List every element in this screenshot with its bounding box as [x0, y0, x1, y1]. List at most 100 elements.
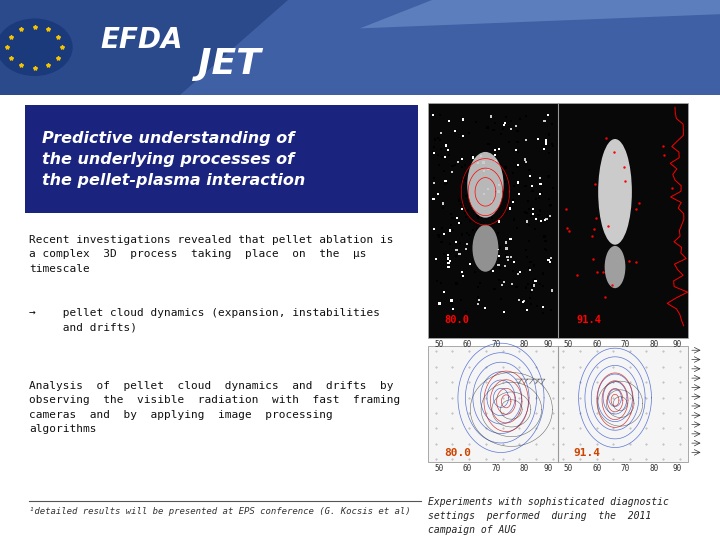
FancyBboxPatch shape — [498, 232, 500, 234]
FancyBboxPatch shape — [526, 256, 528, 258]
FancyBboxPatch shape — [536, 305, 538, 307]
FancyBboxPatch shape — [535, 198, 537, 200]
FancyBboxPatch shape — [545, 249, 547, 251]
FancyBboxPatch shape — [518, 118, 521, 120]
FancyBboxPatch shape — [512, 199, 514, 201]
FancyBboxPatch shape — [433, 198, 435, 200]
FancyBboxPatch shape — [446, 182, 449, 184]
FancyBboxPatch shape — [530, 303, 532, 305]
FancyBboxPatch shape — [539, 193, 541, 195]
FancyBboxPatch shape — [505, 254, 507, 256]
FancyBboxPatch shape — [486, 126, 488, 129]
FancyBboxPatch shape — [529, 269, 531, 271]
FancyBboxPatch shape — [547, 215, 549, 217]
FancyBboxPatch shape — [484, 307, 486, 309]
FancyBboxPatch shape — [543, 148, 545, 150]
FancyBboxPatch shape — [448, 154, 450, 156]
FancyBboxPatch shape — [498, 279, 500, 281]
FancyBboxPatch shape — [451, 165, 454, 167]
FancyBboxPatch shape — [551, 143, 553, 145]
FancyBboxPatch shape — [502, 128, 504, 130]
FancyBboxPatch shape — [469, 219, 472, 221]
FancyBboxPatch shape — [472, 157, 474, 159]
FancyBboxPatch shape — [530, 291, 532, 293]
FancyBboxPatch shape — [539, 283, 541, 285]
Text: 80.0: 80.0 — [444, 315, 469, 326]
FancyBboxPatch shape — [487, 161, 490, 163]
FancyBboxPatch shape — [503, 310, 505, 313]
Text: 60: 60 — [463, 464, 472, 474]
FancyBboxPatch shape — [464, 164, 466, 166]
FancyBboxPatch shape — [487, 168, 490, 171]
FancyBboxPatch shape — [492, 270, 494, 272]
FancyBboxPatch shape — [529, 169, 531, 171]
FancyBboxPatch shape — [484, 210, 486, 212]
FancyBboxPatch shape — [433, 146, 436, 148]
FancyBboxPatch shape — [461, 166, 463, 168]
Text: 90: 90 — [672, 340, 682, 349]
FancyBboxPatch shape — [511, 282, 513, 285]
FancyBboxPatch shape — [539, 183, 541, 185]
FancyBboxPatch shape — [523, 300, 525, 302]
FancyBboxPatch shape — [551, 289, 553, 292]
FancyBboxPatch shape — [506, 256, 508, 258]
FancyBboxPatch shape — [459, 197, 462, 199]
FancyBboxPatch shape — [440, 282, 442, 284]
FancyBboxPatch shape — [532, 213, 534, 215]
FancyBboxPatch shape — [544, 235, 546, 238]
FancyBboxPatch shape — [477, 214, 479, 217]
FancyBboxPatch shape — [547, 176, 549, 178]
FancyBboxPatch shape — [445, 144, 447, 146]
FancyBboxPatch shape — [512, 172, 514, 174]
Text: EFDA: EFDA — [101, 26, 184, 53]
FancyBboxPatch shape — [438, 234, 440, 237]
FancyBboxPatch shape — [517, 181, 519, 184]
FancyBboxPatch shape — [528, 207, 531, 210]
FancyBboxPatch shape — [505, 241, 508, 244]
FancyBboxPatch shape — [525, 139, 527, 141]
FancyBboxPatch shape — [472, 228, 474, 231]
FancyBboxPatch shape — [437, 153, 439, 156]
FancyBboxPatch shape — [462, 135, 464, 137]
FancyBboxPatch shape — [545, 218, 547, 220]
FancyBboxPatch shape — [528, 224, 530, 226]
FancyBboxPatch shape — [487, 241, 489, 244]
FancyBboxPatch shape — [471, 177, 473, 179]
FancyBboxPatch shape — [477, 162, 479, 164]
FancyBboxPatch shape — [511, 270, 513, 272]
FancyBboxPatch shape — [534, 218, 536, 220]
Text: 80: 80 — [649, 340, 659, 349]
FancyBboxPatch shape — [519, 271, 521, 273]
FancyBboxPatch shape — [460, 299, 462, 301]
FancyBboxPatch shape — [450, 213, 452, 215]
FancyBboxPatch shape — [438, 164, 441, 166]
Text: →    pellet cloud dynamics (expansion, instabilities
     and drifts): → pellet cloud dynamics (expansion, inst… — [29, 308, 380, 332]
FancyBboxPatch shape — [493, 150, 495, 152]
Text: ¹detailed results will be presented at EPS conference (G. Kocsis et al): ¹detailed results will be presented at E… — [29, 507, 410, 516]
FancyBboxPatch shape — [516, 151, 518, 153]
FancyBboxPatch shape — [450, 224, 452, 226]
FancyBboxPatch shape — [443, 253, 445, 255]
FancyBboxPatch shape — [459, 253, 461, 255]
FancyBboxPatch shape — [486, 250, 488, 252]
FancyBboxPatch shape — [465, 311, 467, 313]
Ellipse shape — [467, 152, 503, 218]
FancyBboxPatch shape — [468, 215, 470, 217]
FancyBboxPatch shape — [462, 275, 464, 278]
FancyBboxPatch shape — [531, 190, 534, 192]
FancyBboxPatch shape — [454, 130, 456, 132]
FancyBboxPatch shape — [516, 273, 518, 275]
FancyBboxPatch shape — [449, 243, 451, 245]
FancyBboxPatch shape — [489, 173, 491, 175]
FancyBboxPatch shape — [452, 308, 454, 310]
FancyBboxPatch shape — [518, 193, 521, 195]
FancyBboxPatch shape — [547, 152, 549, 154]
FancyBboxPatch shape — [465, 216, 467, 218]
FancyBboxPatch shape — [436, 280, 438, 282]
FancyBboxPatch shape — [438, 302, 441, 305]
FancyBboxPatch shape — [501, 284, 503, 286]
FancyBboxPatch shape — [442, 202, 444, 205]
FancyBboxPatch shape — [544, 248, 546, 250]
Text: Recent investigations revealed that pellet ablation is
a complex  3D  process  t: Recent investigations revealed that pell… — [29, 235, 393, 274]
FancyBboxPatch shape — [449, 120, 451, 122]
